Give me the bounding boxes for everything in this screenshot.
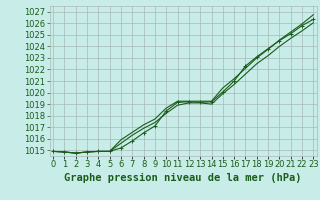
X-axis label: Graphe pression niveau de la mer (hPa): Graphe pression niveau de la mer (hPa) — [64, 173, 302, 183]
